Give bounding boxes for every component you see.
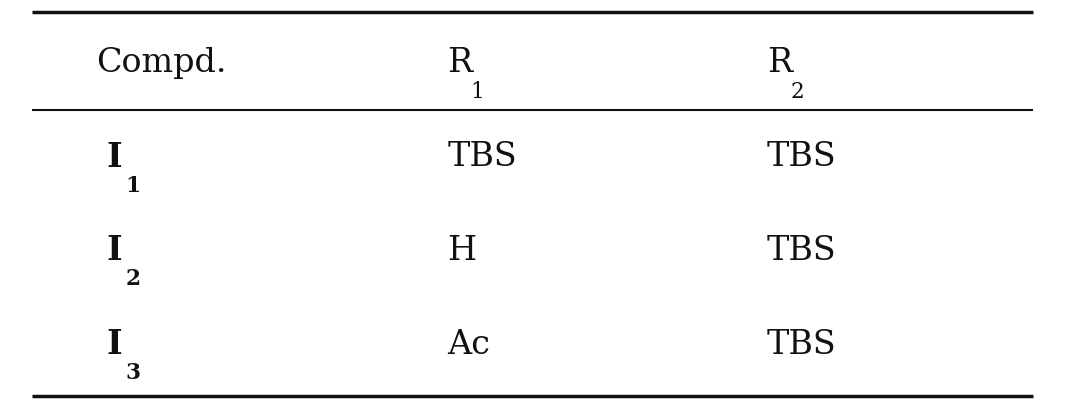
Text: I: I — [106, 141, 122, 173]
Text: I: I — [106, 235, 122, 267]
Text: I: I — [106, 328, 122, 361]
Text: H: H — [447, 235, 476, 267]
Text: 1: 1 — [471, 81, 485, 103]
Text: R: R — [767, 47, 792, 79]
Text: 2: 2 — [790, 81, 804, 103]
Text: Ac: Ac — [447, 329, 490, 361]
Text: 2: 2 — [126, 268, 141, 290]
Text: TBS: TBS — [767, 329, 836, 361]
Text: TBS: TBS — [767, 141, 836, 173]
Text: 3: 3 — [126, 362, 141, 384]
Text: R: R — [447, 47, 473, 79]
Text: TBS: TBS — [447, 141, 517, 173]
Text: TBS: TBS — [767, 235, 836, 267]
Text: 1: 1 — [126, 175, 141, 197]
Text: Compd.: Compd. — [96, 47, 227, 79]
